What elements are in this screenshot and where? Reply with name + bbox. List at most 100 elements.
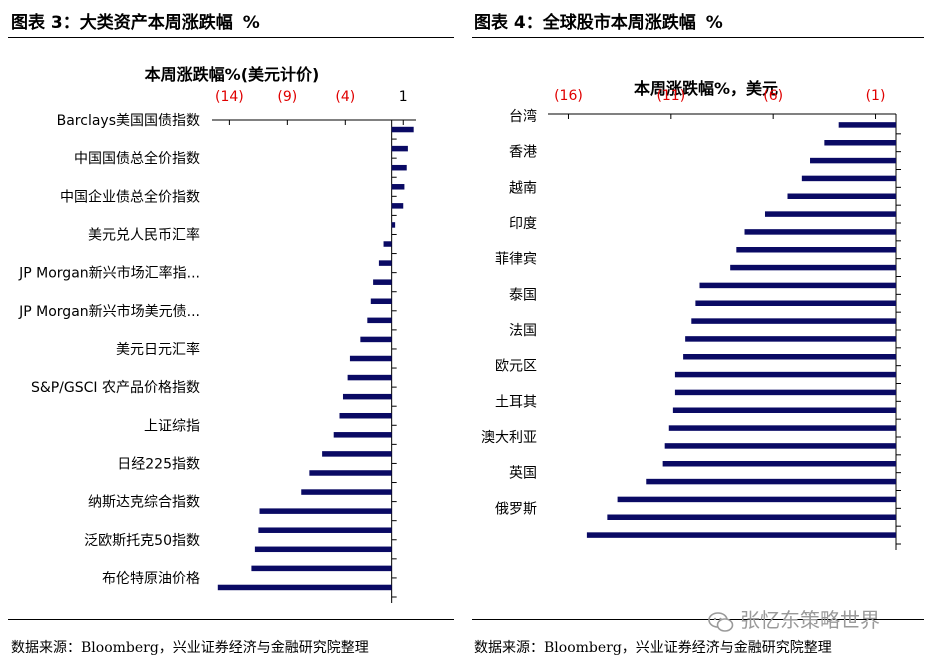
right-bar [685,336,896,342]
right-bar [668,425,896,431]
left-xtick-label: (4) [335,89,355,105]
right-bar [699,282,896,289]
left-bar [251,565,392,572]
right-bar [662,461,896,467]
left-xtick-label: (9) [277,89,297,105]
left-category-label: 上证综指 [144,418,200,434]
left-category-label: JP Morgan新兴市场汇率指... [18,265,200,282]
left-chart-title: 本周涨跌幅%(美元计价) [145,65,320,84]
figure-left-title-label: 图表 3： [11,13,80,33]
figure-right-source: 数据来源：Bloomberg，兴业证券经济与金融研究院整理 [474,640,832,656]
right-xtick-label: (16) [554,88,583,104]
right-bar [764,211,896,217]
right-category-label: 香港 [509,145,537,161]
wechat-icon [708,611,734,632]
left-category-label: 中国国债总全价指数 [74,150,200,167]
right-bar [736,247,896,253]
left-xtick-label: 1 [399,89,408,105]
left-bar [342,393,392,400]
right-bar [586,532,896,538]
left-bar [383,241,392,247]
left-bar [301,489,392,495]
left-bar [347,374,392,381]
right-xtick-label: (1) [866,88,886,104]
right-category-label: 印度 [509,216,537,232]
left-bar [370,298,392,305]
right-category-label: 土耳其 [495,394,537,410]
left-bar [391,222,396,228]
left-bar [391,145,408,152]
left-category-label: JP Morgan新兴市场美元债... [18,303,200,320]
right-category-label: 俄罗斯 [495,501,537,517]
left-category-label: 美元日元汇率 [116,341,200,358]
right-category-label: 泰国 [509,287,537,303]
title-rule-left [8,37,454,38]
watermark-text: 张忆东策略世界 [740,608,880,632]
figure-left-title-main: 大类资产本周涨跌幅 [79,13,233,33]
source-rule-right [472,619,924,620]
right-bar [674,371,896,378]
watermark: 张忆东策略世界 [708,604,880,633]
left-bar [309,470,392,476]
title-rule-right [472,37,924,38]
left-bar [349,355,392,362]
right-xtick-label: (11) [656,88,685,104]
left-bar [391,126,414,133]
right-bar [695,300,896,306]
right-category-label: 英国 [509,465,537,482]
right-category-label: 台湾 [509,108,537,125]
figure-left-title: 图表 3：大类资产本周涨跌幅% [11,8,260,33]
right-bar [824,140,896,146]
right-bar [730,264,896,271]
figure-right-title-unit: % [705,13,723,33]
left-bar [391,203,404,209]
right-bar [664,443,896,449]
right-category-label: 越南 [509,180,537,196]
figure-right-title-main: 全球股市本周涨跌幅 [542,13,696,33]
right-category-label: 欧元区 [495,359,537,375]
right-bar [787,193,896,199]
left-bar [373,279,392,285]
right-category-label: 澳大利亚 [481,430,537,446]
left-bar [254,546,392,553]
right-category-label: 菲律宾 [495,252,537,268]
right-bar [646,478,896,485]
right-bar [691,318,896,324]
left-category-label: 美元兑人民币汇率 [88,226,200,243]
right-bar [674,389,896,396]
left-category-label: S&P/GSCI 农产品价格指数 [31,380,200,396]
left-bar [367,317,392,324]
figure-left-source: 数据来源：Bloomberg，兴业证券经济与金融研究院整理 [11,640,369,656]
left-category-label: Barclays美国国债指数 [57,113,200,129]
right-bar [607,514,896,520]
source-rule-left [8,619,454,620]
left-bar [378,260,392,266]
left-category-label: 中国企业债总全价指数 [60,188,200,205]
left-xtick-label: (14) [215,89,244,105]
left-bar [391,164,407,171]
left-bar [333,432,392,438]
left-bar [391,184,405,190]
left-bar [339,412,392,419]
left-category-label: 日经225指数 [117,456,200,472]
right-category-label: 法国 [509,323,537,339]
right-bar [672,407,896,413]
left-bar [322,451,392,457]
right-bar [744,229,896,235]
right-bar [838,122,896,128]
left-category-label: 泛欧斯托克50指数 [84,533,200,549]
right-bar [617,496,896,503]
left-bar [259,508,392,514]
left-bar [217,584,392,591]
right-bar [810,157,896,164]
right-bar [801,175,896,182]
right-chart-title: 本周涨跌幅%，美元 [634,79,778,98]
left-category-label: 纳斯达克综合指数 [88,495,200,511]
figure-right-title: 图表 4：全球股市本周涨跌幅% [474,8,723,33]
left-bar [360,336,392,343]
left-category-label: 布伦特原油价格 [102,571,200,587]
right-bar [683,354,896,360]
figure-right-title-label: 图表 4： [474,13,543,33]
